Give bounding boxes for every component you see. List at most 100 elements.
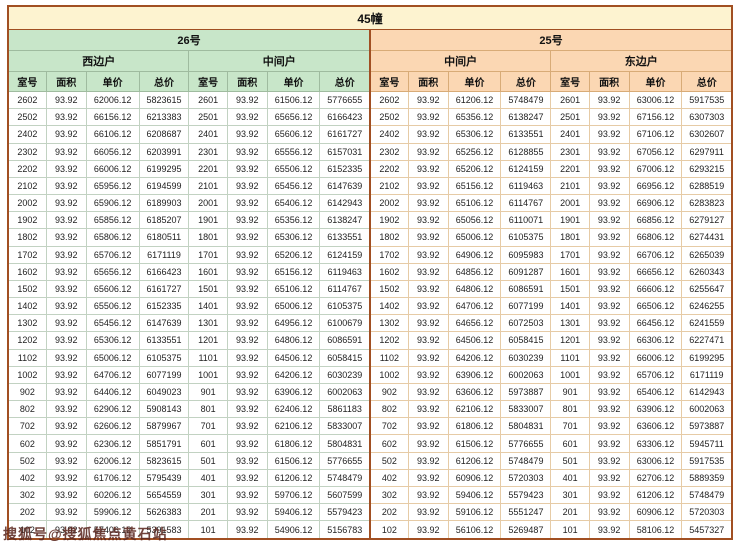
price-cell: 62406.12 xyxy=(266,400,321,419)
price-cell: 64206.12 xyxy=(447,348,502,367)
total-cell: 6265039 xyxy=(681,245,733,264)
col-header-area: 面积 xyxy=(45,71,87,92)
area-cell: 93.92 xyxy=(407,194,449,213)
area-cell: 93.92 xyxy=(407,159,449,178)
room-cell: 202 xyxy=(368,503,409,522)
price-cell: 66456.12 xyxy=(628,314,683,333)
area-cell: 93.92 xyxy=(226,503,268,522)
section-building-26: 26号 xyxy=(7,29,371,51)
price-cell: 67106.12 xyxy=(628,125,683,144)
total-cell: 6157031 xyxy=(319,142,371,161)
room-cell: 2001 xyxy=(550,194,590,213)
room-cell: 101 xyxy=(188,520,228,540)
total-cell: 6246255 xyxy=(681,297,733,316)
price-cell: 65406.12 xyxy=(266,194,321,213)
area-cell: 93.92 xyxy=(407,228,449,247)
table-row: 1902 93.92 65856.12 6185207 1901 93.92 65356.1… xyxy=(7,211,733,230)
room-cell: 1501 xyxy=(550,279,590,299)
room-cell: 1101 xyxy=(550,348,590,367)
price-cell: 64906.12 xyxy=(447,245,502,264)
price-cell: 60906.12 xyxy=(447,468,502,487)
total-cell: 6171119 xyxy=(681,365,733,384)
price-cell: 65306.12 xyxy=(447,125,502,144)
total-cell: 6138247 xyxy=(500,108,552,127)
room-cell: 1302 xyxy=(7,314,47,333)
area-cell: 93.92 xyxy=(45,348,87,367)
price-cell: 65106.12 xyxy=(447,194,502,213)
total-cell: 6283823 xyxy=(681,194,733,213)
total-cell: 6077199 xyxy=(138,365,190,384)
area-cell: 93.92 xyxy=(45,400,87,419)
total-cell: 6030239 xyxy=(319,365,371,384)
price-cell: 63606.12 xyxy=(447,382,502,402)
price-cell: 57406.12 xyxy=(85,520,140,540)
total-cell: 6124159 xyxy=(500,159,552,178)
total-cell: 6297911 xyxy=(681,142,733,161)
area-cell: 93.92 xyxy=(588,90,630,110)
room-cell: 2202 xyxy=(7,159,47,178)
price-cell: 65906.12 xyxy=(85,194,140,213)
total-cell: 5607599 xyxy=(319,485,371,505)
total-cell: 6185207 xyxy=(138,211,190,230)
room-cell: 1802 xyxy=(7,228,47,247)
area-cell: 93.92 xyxy=(45,503,87,522)
price-cell: 63006.12 xyxy=(628,90,683,110)
total-cell: 6166423 xyxy=(319,108,371,127)
room-cell: 2201 xyxy=(550,159,590,178)
area-cell: 93.92 xyxy=(45,382,87,402)
area-cell: 93.92 xyxy=(226,90,268,110)
area-cell: 93.92 xyxy=(45,90,87,110)
area-cell: 93.92 xyxy=(407,211,449,230)
total-cell: 6199295 xyxy=(681,348,733,367)
price-cell: 66806.12 xyxy=(628,228,683,247)
price-cell: 64856.12 xyxy=(447,262,502,281)
area-cell: 93.92 xyxy=(226,194,268,213)
total-cell: 6002063 xyxy=(500,365,552,384)
table-row: 2202 93.92 66006.12 6199295 2201 93.92 65506.1… xyxy=(7,159,733,178)
price-cell: 65156.12 xyxy=(266,262,321,281)
price-cell: 62106.12 xyxy=(266,417,321,436)
area-cell: 93.92 xyxy=(226,228,268,247)
price-cell: 59706.12 xyxy=(266,485,321,505)
price-cell: 65156.12 xyxy=(447,176,502,196)
area-cell: 93.92 xyxy=(588,365,630,384)
table-row: 1002 93.92 64706.12 6077199 1001 93.92 64206.1… xyxy=(7,365,733,384)
total-cell: 6114767 xyxy=(500,194,552,213)
room-cell: 302 xyxy=(368,485,409,505)
area-cell: 93.92 xyxy=(45,142,87,161)
area-cell: 93.92 xyxy=(45,279,87,299)
total-cell: 6133551 xyxy=(138,331,190,350)
area-cell: 93.92 xyxy=(226,108,268,127)
total-cell: 6002063 xyxy=(681,400,733,419)
col-header-total: 总价 xyxy=(319,71,371,92)
total-cell: 6142943 xyxy=(319,194,371,213)
total-cell: 6194599 xyxy=(138,176,190,196)
table-row: 2302 93.92 66056.12 6203991 2301 93.92 65556.1… xyxy=(7,142,733,161)
total-cell: 6208687 xyxy=(138,125,190,144)
area-cell: 93.92 xyxy=(226,245,268,264)
room-cell: 2302 xyxy=(7,142,47,161)
room-cell: 1201 xyxy=(550,331,590,350)
room-cell: 2101 xyxy=(188,176,228,196)
price-cell: 65806.12 xyxy=(85,228,140,247)
room-cell: 1702 xyxy=(7,245,47,264)
price-cell: 64806.12 xyxy=(447,279,502,299)
table-row: 1802 93.92 65806.12 6180511 1801 93.92 65306.1… xyxy=(7,228,733,247)
price-cell: 61506.12 xyxy=(266,90,321,110)
area-cell: 93.92 xyxy=(407,382,449,402)
area-cell: 93.92 xyxy=(407,434,449,453)
area-cell: 93.92 xyxy=(588,262,630,281)
price-cell: 65506.12 xyxy=(266,159,321,178)
room-cell: 501 xyxy=(188,451,228,470)
price-cell: 59406.12 xyxy=(266,503,321,522)
area-cell: 93.92 xyxy=(226,520,268,540)
total-cell: 6086591 xyxy=(500,279,552,299)
price-cell: 64706.12 xyxy=(85,365,140,384)
room-cell: 2402 xyxy=(7,125,47,144)
price-cell: 56106.12 xyxy=(447,520,502,540)
total-cell: 6095983 xyxy=(500,245,552,264)
area-cell: 93.92 xyxy=(407,297,449,316)
room-cell: 1301 xyxy=(550,314,590,333)
table-row: 702 93.92 62606.12 5879967 701 93.92 62106.12 5… xyxy=(7,417,733,436)
price-cell: 64956.12 xyxy=(266,314,321,333)
